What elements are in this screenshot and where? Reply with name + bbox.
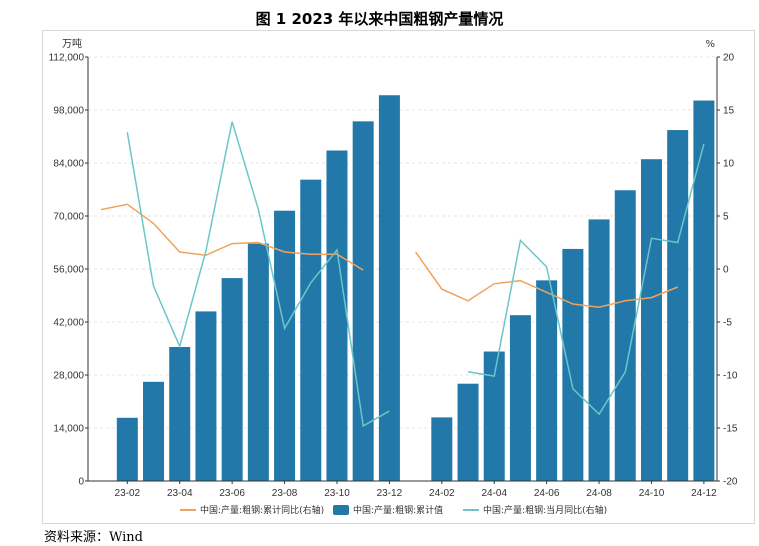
bar [195, 311, 217, 481]
bar [352, 121, 374, 481]
bar [116, 417, 138, 481]
x-tick-label: 24-02 [429, 488, 455, 499]
line-segment [100, 203, 364, 271]
bar [274, 210, 296, 481]
right-tick-label: -10 [723, 371, 738, 382]
bar [509, 315, 531, 481]
bar [483, 351, 505, 481]
legend: 中国:产量:粗钢:累计同比(右轴) 中国:产量:粗钢:累计值 中国:产量:粗钢:当月… [180, 504, 607, 516]
x-tick-label: 24-12 [691, 488, 717, 499]
x-tick-label: 23-02 [115, 488, 141, 499]
legend-bar-swatch [333, 505, 349, 515]
x-tick-label: 24-08 [586, 488, 612, 499]
bar-series [116, 95, 715, 482]
right-tick-label: -5 [723, 318, 732, 329]
bar [431, 417, 453, 481]
bar [614, 190, 636, 481]
bar [221, 278, 243, 481]
left-tick-label: 84,000 [53, 159, 84, 170]
bar [247, 243, 269, 481]
bar [300, 179, 322, 481]
chart-frame [42, 30, 755, 524]
line-series [100, 121, 705, 428]
axes: 0 14,000 28,000 42,000 56,000 70,000 84,000 98,… [49, 37, 738, 499]
x-tick-label: 23-06 [219, 488, 245, 499]
left-tick-label: 0 [78, 477, 84, 488]
line-segment [467, 143, 705, 416]
left-tick-label: 56,000 [53, 265, 84, 276]
left-axis-unit: 万吨 [62, 37, 82, 50]
legend-label: 中国:产量:粗钢:累计同比(右轴) [200, 504, 324, 516]
right-tick-label: 10 [723, 159, 735, 170]
left-tick-label: 14,000 [53, 424, 84, 435]
bar [326, 150, 348, 481]
left-tick-label: 70,000 [53, 212, 84, 223]
right-tick-label: -15 [723, 424, 738, 435]
chart-title: 图 1 2023 年以来中国粗钢产量情况 [255, 10, 504, 28]
x-tick-label: 24-04 [481, 488, 507, 499]
x-tick-label: 24-10 [639, 488, 665, 499]
x-tick-label: 23-04 [167, 488, 193, 499]
bar [536, 280, 558, 481]
source-note: 资料来源：Wind [44, 530, 143, 545]
left-tick-label: 112,000 [49, 53, 85, 64]
line-segment [126, 121, 390, 428]
bar [640, 159, 662, 481]
right-tick-label: 15 [723, 106, 735, 117]
x-tick-label: 23-12 [377, 488, 403, 499]
bar [143, 381, 165, 481]
right-axis-unit: % [705, 39, 715, 50]
right-tick-label: 20 [723, 53, 735, 64]
bar [378, 95, 400, 481]
bar [693, 100, 715, 482]
x-tick-label: 23-08 [272, 488, 298, 499]
x-tick-label: 24-06 [534, 488, 560, 499]
legend-label: 中国:产量:粗钢:当月同比(右轴) [483, 504, 607, 516]
legend-label: 中国:产量:粗钢:累计值 [353, 504, 443, 516]
line-segment [414, 251, 678, 308]
bar [588, 219, 610, 481]
bar [169, 346, 191, 481]
bar [562, 248, 584, 481]
right-tick-label: -20 [723, 477, 738, 488]
x-tick-label: 23-10 [324, 488, 350, 499]
right-tick-label: 5 [723, 212, 729, 223]
left-tick-label: 98,000 [53, 106, 84, 117]
grid-lines [88, 56, 717, 429]
right-tick-label: 0 [723, 265, 729, 276]
bar [457, 383, 479, 481]
bar [667, 130, 689, 482]
left-tick-label: 42,000 [53, 318, 84, 329]
left-tick-label: 28,000 [53, 371, 84, 382]
